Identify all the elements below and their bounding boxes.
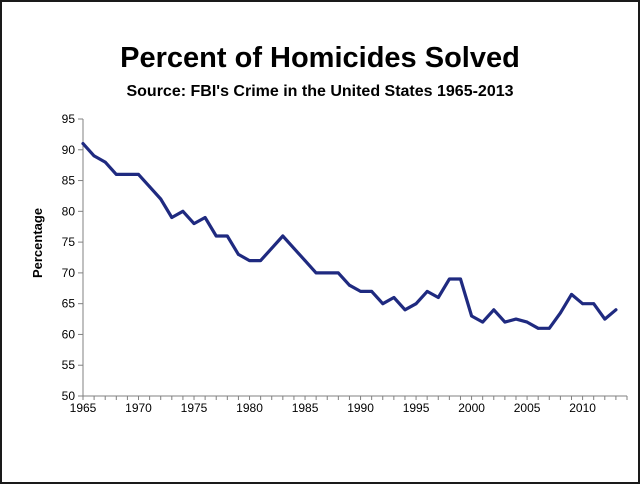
y-axis-label: Percentage [30, 208, 45, 278]
x-axis: 1965 1970 1975 1980 1985 1990 1995 2000 2005 2010 [70, 395, 628, 415]
data-point [536, 326, 540, 330]
x-tick-label: 1975 [181, 401, 208, 415]
data-point [159, 197, 163, 201]
x-tick-label: 2000 [458, 401, 485, 415]
data-point [470, 314, 473, 318]
data-point [514, 317, 518, 321]
data-point [403, 308, 407, 312]
x-tick-label: 2010 [569, 401, 596, 415]
y-tick-label: 60 [62, 327, 76, 341]
data-point [170, 216, 174, 219]
y-tick-label: 80 [62, 204, 76, 218]
data-point [281, 234, 285, 238]
data-point [203, 216, 207, 219]
data-point [459, 277, 462, 281]
y-tick-label: 90 [62, 143, 76, 157]
data-point [592, 302, 596, 306]
chart-title: Percent of Homicides Solved [120, 42, 520, 74]
data-point [348, 283, 351, 287]
data-point [481, 320, 485, 324]
x-tick-label: 1985 [292, 401, 319, 415]
data-point [137, 173, 140, 176]
data-point [614, 308, 618, 312]
data-point [148, 185, 152, 189]
data-point [492, 308, 496, 312]
data-point [192, 222, 196, 226]
x-tick-label: 2005 [514, 401, 541, 415]
data-point [292, 246, 296, 250]
data-point [570, 293, 573, 296]
data-point [214, 234, 218, 238]
x-tick-label: 1965 [70, 401, 97, 415]
data-point [114, 173, 118, 176]
data-point [181, 209, 185, 213]
data-point [381, 302, 385, 306]
data-point [81, 142, 85, 146]
data-point [225, 234, 229, 238]
x-tick-label: 1980 [236, 401, 263, 415]
data-point [503, 320, 507, 324]
data-point [425, 290, 429, 293]
series-line [81, 142, 618, 330]
data-point [359, 290, 362, 293]
y-tick-label: 95 [62, 112, 76, 126]
data-point [270, 246, 274, 250]
data-point [436, 296, 440, 299]
data-point [559, 311, 562, 315]
data-point [603, 317, 607, 321]
data-point [303, 259, 307, 262]
data-point [414, 302, 418, 306]
data-point [103, 160, 107, 164]
data-point [370, 290, 374, 293]
data-point [547, 326, 551, 330]
chart-subtitle: Source: FBI's Crime in the United States… [126, 83, 514, 100]
data-point [314, 271, 318, 275]
x-tick-label: 1995 [403, 401, 430, 415]
data-point [92, 154, 96, 158]
x-tick-label: 1970 [125, 401, 152, 415]
data-point [448, 277, 451, 281]
data-point [126, 173, 129, 176]
y-tick-label: 70 [62, 266, 76, 280]
data-point [392, 296, 396, 299]
data-point [248, 259, 251, 262]
data-point [237, 253, 240, 256]
y-tick-label: 85 [62, 174, 76, 188]
y-tick-label: 75 [62, 235, 76, 249]
series-layer [81, 142, 618, 330]
data-point [259, 259, 262, 262]
y-tick-label: 55 [62, 358, 76, 372]
data-point [581, 302, 584, 306]
data-point [336, 271, 340, 275]
x-tick-label: 1990 [347, 401, 374, 415]
y-tick-label: 65 [62, 297, 76, 311]
data-point [325, 271, 329, 275]
data-point [525, 320, 529, 324]
y-axis: 50 55 60 65 70 75 80 85 90 95 [62, 112, 84, 403]
y-tick-label: 50 [62, 389, 76, 403]
